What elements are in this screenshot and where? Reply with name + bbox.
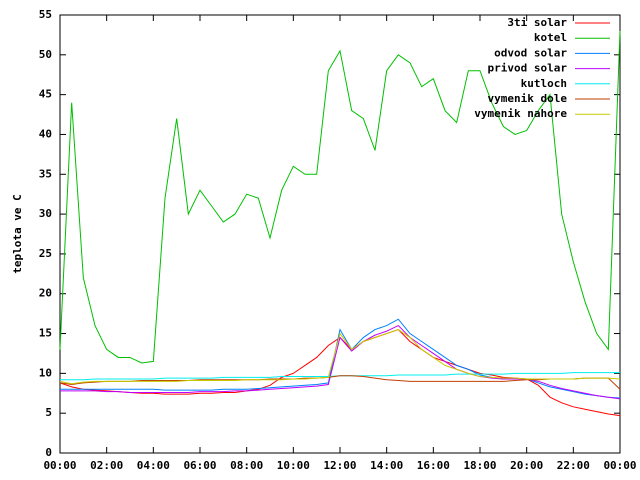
y-tick-label: 40 [39, 127, 52, 140]
x-tick-label: 20:00 [510, 459, 543, 472]
legend-label: vymenik dole [488, 92, 568, 105]
x-tick-label: 04:00 [137, 459, 170, 472]
x-tick-label: 12:00 [323, 459, 356, 472]
y-tick-label: 0 [45, 446, 52, 459]
series-line [60, 318, 621, 399]
x-tick-label: 16:00 [417, 459, 450, 472]
y-tick-label: 30 [39, 207, 52, 220]
x-tick-label: 22:00 [557, 459, 590, 472]
x-tick-label: 14:00 [370, 459, 403, 472]
y-tick-label: 15 [39, 327, 52, 340]
x-tick-label: 10:00 [277, 459, 310, 472]
y-tick-label: 5 [45, 406, 52, 419]
y-tick-label: 50 [39, 48, 52, 61]
series-line [59, 328, 621, 417]
series-line [59, 375, 621, 390]
legend-label: kutloch [521, 77, 567, 90]
y-axis-label: teplota ve C [11, 194, 24, 273]
x-tick-label: 00:00 [43, 459, 76, 472]
x-tick-label: 00:00 [603, 459, 636, 472]
y-tick-label: 45 [39, 88, 52, 101]
legend-label: vymenik nahore [474, 107, 567, 120]
y-tick-label: 35 [39, 167, 52, 180]
x-tick-label: 02:00 [90, 459, 123, 472]
x-tick-label: 08:00 [230, 459, 263, 472]
x-tick-label: 06:00 [183, 459, 216, 472]
legend-label: 3ti solar [507, 16, 567, 29]
y-tick-label: 20 [39, 287, 52, 300]
series-line [59, 329, 621, 385]
legend-label: kotel [534, 31, 567, 44]
y-tick-label: 10 [39, 366, 52, 379]
legend-label: odvod solar [494, 46, 567, 59]
x-tick-label: 18:00 [463, 459, 496, 472]
series-line [59, 30, 621, 364]
y-tick-label: 55 [39, 8, 52, 21]
y-tick-label: 25 [39, 247, 52, 260]
legend-label: privod solar [488, 62, 568, 75]
